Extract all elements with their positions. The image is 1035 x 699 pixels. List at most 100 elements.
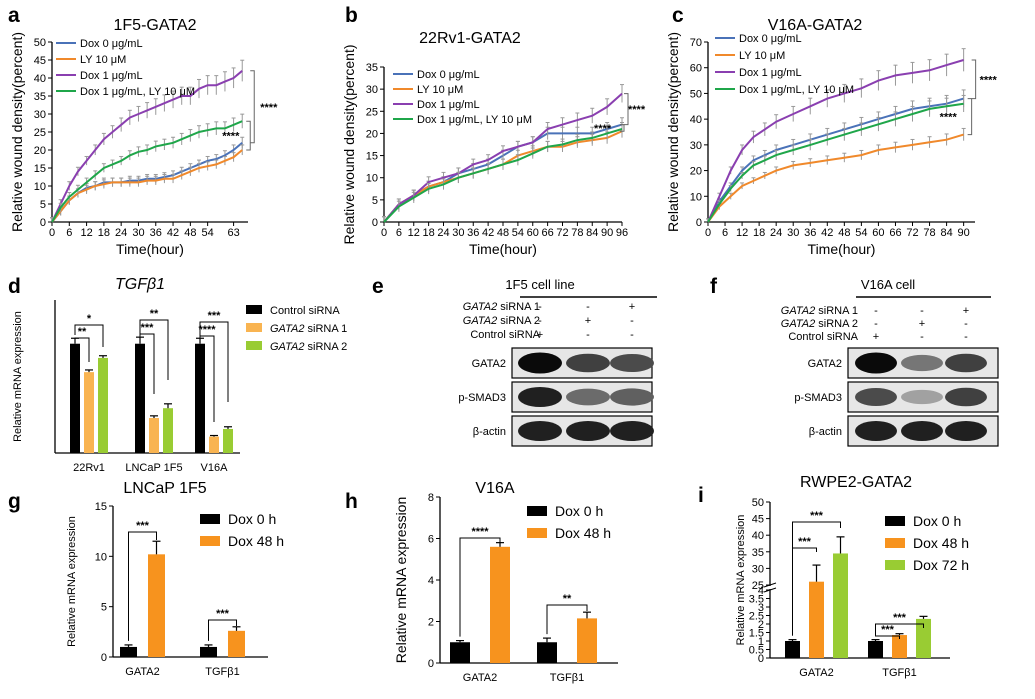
band: [610, 353, 654, 373]
sig-bracket: [74, 324, 104, 347]
band-label: β-actin: [473, 426, 506, 438]
legend-swatch: [527, 506, 547, 516]
sig-bracket: [139, 319, 169, 380]
category-label: GATA2: [799, 667, 833, 679]
x-tick-label: 24: [770, 227, 782, 239]
y-tick-label: 25: [752, 580, 764, 592]
sig-bracket: [199, 335, 215, 422]
condition-label: GATA2 siRNA 2: [781, 318, 858, 330]
y-tick-label: 30: [34, 109, 46, 121]
condition-label-italic: GATA2: [463, 301, 497, 313]
y-axis-label: Relative wound density(percent): [665, 32, 681, 232]
series-line: [383, 92, 623, 223]
sig-b-2-bracket: [620, 124, 625, 132]
y-tick-label: 3: [758, 602, 764, 614]
sig-c-1-bracket: [967, 98, 973, 136]
condition-label-rest: siRNA 2: [815, 318, 858, 330]
axis-break-gap: [764, 586, 776, 589]
band-label: GATA2: [472, 358, 506, 370]
legend-label: Dox 0 μg/mL: [80, 38, 143, 50]
x-tick-label: 63: [227, 227, 239, 239]
panel-label-a: a: [8, 4, 20, 27]
band: [566, 420, 610, 442]
category-label: TGFβ1: [550, 672, 584, 684]
bar: [120, 646, 137, 657]
condition-mark: -: [586, 329, 590, 341]
bar: [223, 428, 233, 453]
condition-label: GATA2 siRNA 2: [463, 315, 540, 327]
band: [945, 420, 987, 442]
panel-title-a: 1F5-GATA2: [114, 17, 197, 34]
legend-label: Dox 1 μg/mL: [417, 99, 480, 111]
y-tick-label: 15: [34, 163, 46, 175]
x-tick-label: 18: [98, 227, 110, 239]
y-axis-label: Relative wound density(percent): [341, 45, 357, 245]
legend-label: Dox 1 μg/mL, LY 10 μM: [417, 114, 532, 126]
legend-swatch: [885, 560, 905, 570]
y-axis-label: Relative mRNA expression: [735, 515, 747, 646]
x-tick-label: 54: [512, 227, 524, 239]
y-tick-label: 35: [366, 62, 378, 74]
y-tick-label: 10: [690, 191, 702, 203]
bar: [809, 581, 824, 658]
x-tick-label: 90: [958, 227, 970, 239]
legend-label: Dox 1 μg/mL, LY 10 μM: [739, 84, 854, 96]
condition-mark: -: [630, 315, 634, 327]
sig-label: **: [150, 308, 159, 320]
panel-label-h: h: [345, 490, 358, 513]
panel-title-f: V16A cell: [861, 277, 915, 292]
y-tick-label: 20: [366, 128, 378, 140]
y-tick-label: 6: [428, 534, 434, 546]
x-tick-label: 12: [408, 227, 420, 239]
y-tick-label: 2: [758, 619, 764, 631]
x-tick-label: 90: [601, 227, 613, 239]
bar: [98, 357, 108, 453]
condition-label: Control siRNA: [470, 329, 540, 341]
x-tick-label: 48: [838, 227, 850, 239]
condition-mark: +: [919, 318, 925, 330]
bar: [577, 618, 597, 663]
x-tick-label: 30: [132, 227, 144, 239]
band-label: GATA2: [808, 358, 842, 370]
sig-bracket: [546, 604, 588, 635]
condition-mark: +: [537, 329, 543, 341]
y-tick-label: 45: [752, 514, 764, 526]
legend-swatch: [200, 536, 220, 546]
series-line: [707, 59, 964, 223]
bar: [892, 635, 907, 658]
panel-label-i: i: [698, 484, 704, 507]
sig-c-2-label: ****: [980, 74, 998, 86]
y-tick-label: 10: [34, 181, 46, 193]
legend-swatch: [246, 305, 262, 314]
y-tick-label: 0: [696, 217, 702, 229]
y-tick-label: 3.5: [749, 594, 764, 606]
sig-label: ***: [141, 322, 155, 334]
band-label: β-actin: [809, 426, 842, 438]
sig-c-1-label: ****: [940, 112, 958, 124]
sig-bracket: [875, 623, 924, 636]
panel-title-c: V16A-GATA2: [768, 17, 863, 34]
condition-label-rest: siRNA 1: [497, 301, 540, 313]
condition-label-italic: GATA2: [781, 318, 815, 330]
y-tick-label: 1: [758, 636, 764, 648]
y-tick-label: 5: [40, 199, 46, 211]
sig-label: **: [563, 593, 572, 605]
sig-label: ***: [893, 612, 907, 624]
condition-label: Control siRNA: [788, 331, 858, 343]
x-axis-label: Time(hour): [808, 241, 876, 257]
y-tick-label: 50: [34, 37, 46, 49]
x-tick-label: 6: [722, 227, 728, 239]
series-line: [383, 128, 623, 223]
sig-b-1-bracket: [624, 93, 629, 126]
x-tick-label: 78: [571, 227, 583, 239]
sig-label: ***: [216, 608, 230, 620]
sig-label: ***: [136, 520, 150, 532]
y-axis-label: Relative mRNA expression: [66, 516, 78, 647]
series-3: [706, 94, 966, 223]
y-tick-label: 25: [34, 127, 46, 139]
band: [566, 353, 610, 373]
condition-mark: -: [920, 305, 924, 317]
bar: [450, 642, 470, 663]
